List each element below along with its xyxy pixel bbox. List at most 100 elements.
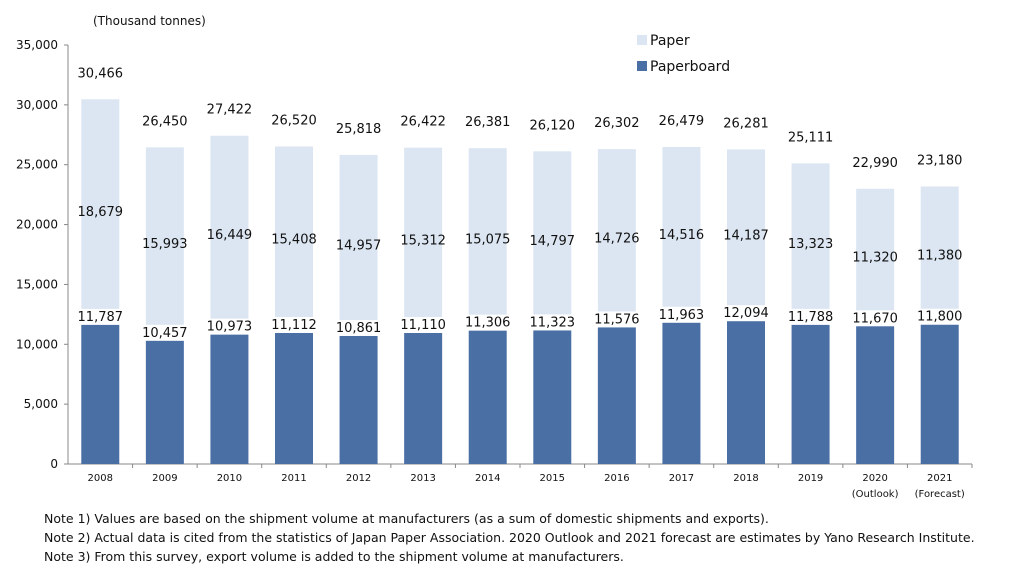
data-label-total: 22,990 xyxy=(852,156,898,171)
y-tick-label: 15,000 xyxy=(16,277,58,291)
data-label-bg xyxy=(269,316,319,333)
y-tick-label: 5,000 xyxy=(24,397,58,411)
bar-paperboard xyxy=(856,324,895,464)
data-label-total: 26,422 xyxy=(400,115,446,130)
data-label-paper: 15,408 xyxy=(271,233,317,248)
y-tick-label: 10,000 xyxy=(16,337,58,351)
bar-paper xyxy=(920,186,959,323)
y-tick-label: 35,000 xyxy=(16,38,58,52)
data-label-paper: 15,075 xyxy=(465,232,511,247)
bar-paperboard xyxy=(468,328,507,464)
bar-paperboard xyxy=(275,330,313,464)
data-label-paper: 14,957 xyxy=(336,238,382,253)
bar-paper xyxy=(533,151,572,329)
data-label-paper: 14,797 xyxy=(530,234,576,249)
x-tick-label: 2012 xyxy=(346,473,371,484)
bar-paper xyxy=(81,99,120,323)
data-label-total: 26,520 xyxy=(271,114,317,129)
data-label-paperboard: 11,323 xyxy=(530,315,576,330)
data-label-paper: 14,726 xyxy=(594,231,640,246)
data-label-total: 25,818 xyxy=(336,122,382,137)
data-label-paperboard: 11,112 xyxy=(271,318,317,333)
data-label-paper: 13,323 xyxy=(788,237,834,252)
bar-paper xyxy=(404,147,443,331)
y-tick-label: 30,000 xyxy=(16,98,58,112)
bar-paperboard xyxy=(145,338,184,464)
data-label-paperboard: 11,306 xyxy=(465,316,511,331)
data-label-bg xyxy=(914,308,965,325)
data-label-paper: 15,993 xyxy=(142,237,188,252)
data-label-paper: 16,449 xyxy=(207,228,253,243)
bar-paperboard xyxy=(210,332,249,464)
data-label-bg xyxy=(204,318,255,335)
y-tick-label: 0 xyxy=(50,457,58,471)
bar-paperboard xyxy=(791,322,830,464)
legend-label-paperboard: Paperboard xyxy=(650,59,730,75)
note-1: Note 1) Values are based on the shipment… xyxy=(44,511,769,526)
x-tick-label: 2011 xyxy=(281,473,306,484)
data-label-total: 23,180 xyxy=(917,154,963,169)
note-3: Note 3) From this survey, export volume … xyxy=(44,549,624,564)
data-label-paperboard: 11,788 xyxy=(788,310,834,325)
legend-swatch-paperboard xyxy=(637,61,647,71)
data-label-bg xyxy=(398,316,448,333)
x-tick-label: 2009 xyxy=(152,473,177,484)
data-label-bg xyxy=(721,305,771,322)
data-label-paperboard: 11,576 xyxy=(594,312,640,327)
data-label-paperboard: 11,670 xyxy=(852,311,898,326)
bar-paperboard xyxy=(727,319,765,464)
x-tick-label: 2013 xyxy=(410,473,435,484)
data-label-paperboard: 11,787 xyxy=(78,310,124,325)
data-label-total: 26,281 xyxy=(723,116,769,131)
stacked-bar-chart: 0 5,000 10,000 15,000 20,000 25,000 30,000 35,0… xyxy=(16,14,973,500)
data-label-paperboard: 10,457 xyxy=(142,326,188,341)
data-label-total: 26,302 xyxy=(594,116,640,131)
note-2: Note 2) Actual data is cited from the st… xyxy=(44,530,975,545)
data-label-bg xyxy=(140,324,190,341)
data-label-paperboard: 10,861 xyxy=(336,321,382,336)
data-label-bg xyxy=(592,311,642,328)
bar-paper xyxy=(662,147,701,321)
data-label-paperboard: 12,094 xyxy=(723,306,769,321)
x-tick-label: 2019 xyxy=(798,473,823,484)
y-tick-label: 25,000 xyxy=(16,158,58,172)
bar-paper xyxy=(856,188,895,325)
x-tick-label: 2018 xyxy=(733,473,758,484)
data-label-paper: 15,312 xyxy=(400,233,446,248)
data-label-paper: 11,380 xyxy=(917,249,963,264)
data-label-paperboard: 11,800 xyxy=(917,310,963,325)
data-label-bg xyxy=(527,314,578,331)
bar-paperboard xyxy=(81,322,120,464)
data-label-total: 26,450 xyxy=(142,114,188,129)
bar-paperboard xyxy=(597,325,636,464)
y-unit-label: (Thousand tonnes) xyxy=(93,14,206,28)
data-label-bg xyxy=(75,308,126,325)
data-label-bg xyxy=(850,310,900,327)
y-tick-label: 20,000 xyxy=(16,218,58,232)
data-label-paperboard: 11,963 xyxy=(659,308,705,323)
bar-paper xyxy=(727,149,765,320)
bar-paper xyxy=(210,135,249,333)
bar-paper xyxy=(339,154,378,334)
data-label-bg xyxy=(462,314,513,331)
x-tick-label: 2021 xyxy=(927,473,952,484)
data-label-total: 27,422 xyxy=(207,103,253,118)
legend-label-paper: Paper xyxy=(650,33,690,49)
data-label-total: 30,466 xyxy=(78,66,124,81)
data-label-total: 25,111 xyxy=(788,130,834,145)
bar-paper xyxy=(275,146,313,331)
data-label-bg xyxy=(333,319,384,336)
chart-notes: Note 1) Values are based on the shipment… xyxy=(44,509,975,566)
bar-paper xyxy=(468,148,507,329)
bar-paper xyxy=(145,147,184,339)
data-label-total: 26,479 xyxy=(659,114,705,129)
data-label-paper: 11,320 xyxy=(852,251,898,266)
x-tick-label: 2017 xyxy=(669,473,694,484)
x-tick-sublabel: (Forecast) xyxy=(915,489,965,500)
bar-paperboard xyxy=(920,322,959,464)
data-label-paper: 18,679 xyxy=(78,205,124,220)
bar-paperboard xyxy=(404,330,443,464)
bar-paperboard xyxy=(533,328,572,464)
x-tick-label: 2008 xyxy=(88,473,113,484)
legend-swatch-paper xyxy=(637,35,647,45)
